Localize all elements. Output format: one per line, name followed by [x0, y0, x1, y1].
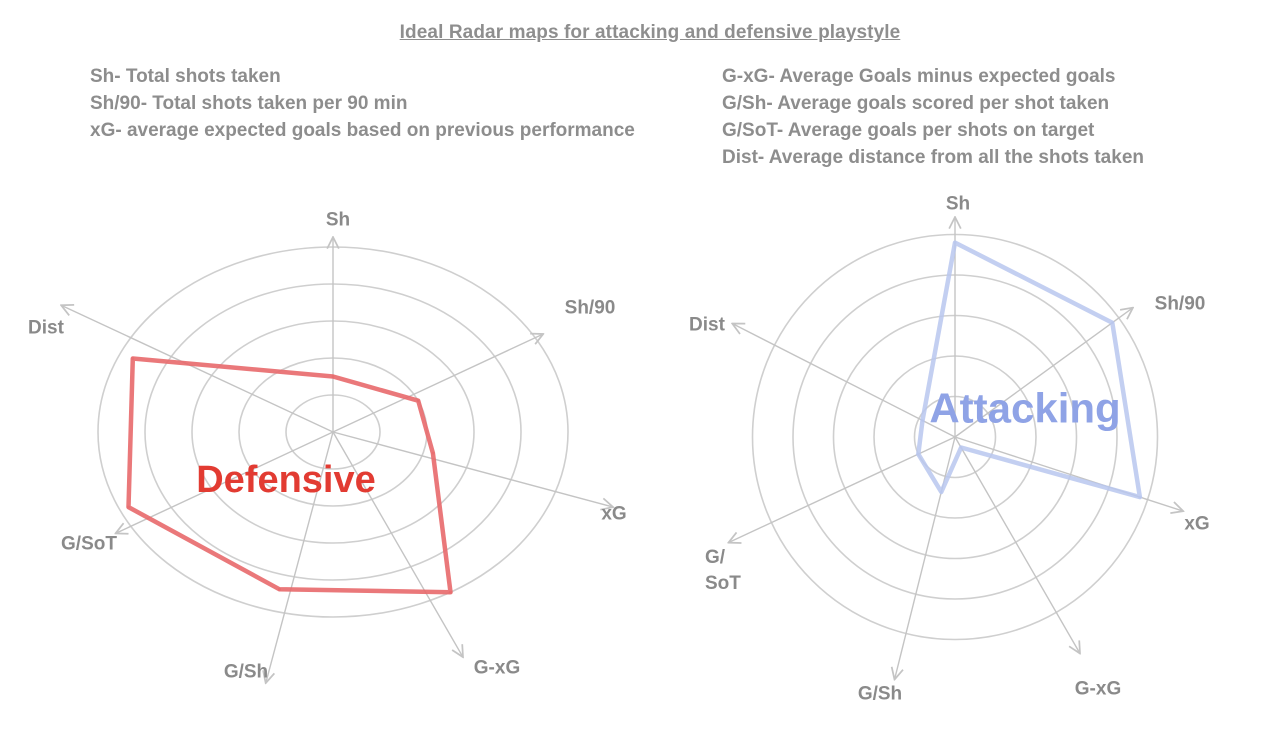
- axis-gsot: [728, 436, 956, 543]
- axis-label-gsot-line2: SoT: [705, 573, 741, 594]
- axis-label-sh90: Sh/90: [1155, 294, 1206, 315]
- legend-item-sh: Sh- Total shots taken: [90, 66, 281, 87]
- axis-gxg: [332, 431, 463, 657]
- legend-item-xg: xG- average expected goals based on prev…: [90, 120, 635, 141]
- axis-label-xg: xG: [1184, 514, 1209, 535]
- legend-left: Sh- Total shots taken Sh/90- Total shots…: [90, 63, 635, 144]
- legend-item-gsh: G/Sh- Average goals scored per shot take…: [722, 93, 1110, 114]
- legend-item-dist: Dist- Average distance from all the shot…: [722, 147, 1144, 168]
- axis-label-sh90: Sh/90: [565, 298, 616, 319]
- radar-defensive: Sh Sh/90 xG G-xG G/Sh G/SoT Dist Defensive: [28, 210, 627, 684]
- axis-gsh: [895, 436, 956, 680]
- axis-label-dist: Dist: [689, 315, 726, 336]
- axis-sh90: [332, 334, 543, 433]
- axis-sh90: [954, 308, 1133, 438]
- attacking-series-line: [916, 240, 1143, 500]
- axis-label-gsot: G/SoT: [61, 534, 117, 555]
- data-point-dist: [131, 357, 135, 360]
- legend-item-gsot: G/SoT- Average goals per shots on target: [722, 120, 1095, 141]
- data-point-gxg: [449, 590, 452, 594]
- legend-item-gxg: G-xG- Average Goals minus expected goals: [722, 66, 1116, 87]
- page-title: Ideal Radar maps for attacking and defen…: [399, 22, 901, 43]
- data-point-gxg: [959, 446, 963, 449]
- radar-attacking: Sh Sh/90 xG G-xG G/Sh G/SoT Dist Attacking: [689, 194, 1210, 705]
- axis-gsh: [266, 431, 334, 683]
- axis-label-gsh: G/Sh: [224, 662, 268, 683]
- data-point-sh: [953, 241, 957, 245]
- axis-label-gsot-line1: G/: [705, 547, 726, 568]
- defensive-label: Defensive: [196, 459, 376, 501]
- axis-label-gxg: G-xG: [1075, 679, 1121, 700]
- axis-dist: [61, 305, 334, 433]
- axis-dist: [732, 324, 956, 438]
- data-point-sh90: [1110, 321, 1114, 325]
- data-point-gsh: [939, 490, 943, 494]
- data-point-sh: [331, 375, 335, 378]
- data-point-xg: [431, 451, 435, 455]
- axis-label-sh: Sh: [326, 210, 350, 231]
- axis-label-gxg: G-xG: [474, 658, 520, 679]
- data-point-gsot: [127, 505, 130, 509]
- data-point-gsh: [278, 587, 281, 591]
- axis-label-sh: Sh: [946, 194, 970, 215]
- axis-label-dist: Dist: [28, 318, 65, 339]
- axis-xg: [954, 436, 1183, 511]
- data-point-xg: [1138, 495, 1142, 499]
- legend-right: G-xG- Average Goals minus expected goals…: [722, 63, 1144, 171]
- data-point-sh90: [416, 399, 420, 403]
- axis-label-gsh: G/Sh: [858, 684, 902, 705]
- data-point-gsot: [916, 452, 920, 456]
- defensive-series-line: [126, 356, 453, 595]
- attacking-label: Attacking: [929, 385, 1120, 432]
- legend-item-sh90: Sh/90- Total shots taken per 90 min: [90, 93, 408, 114]
- data-point-dist: [921, 419, 924, 422]
- axis-gxg: [954, 436, 1080, 654]
- axis-xg: [332, 431, 613, 507]
- axis-label-xg: xG: [601, 504, 626, 525]
- axis-gsot: [115, 431, 334, 533]
